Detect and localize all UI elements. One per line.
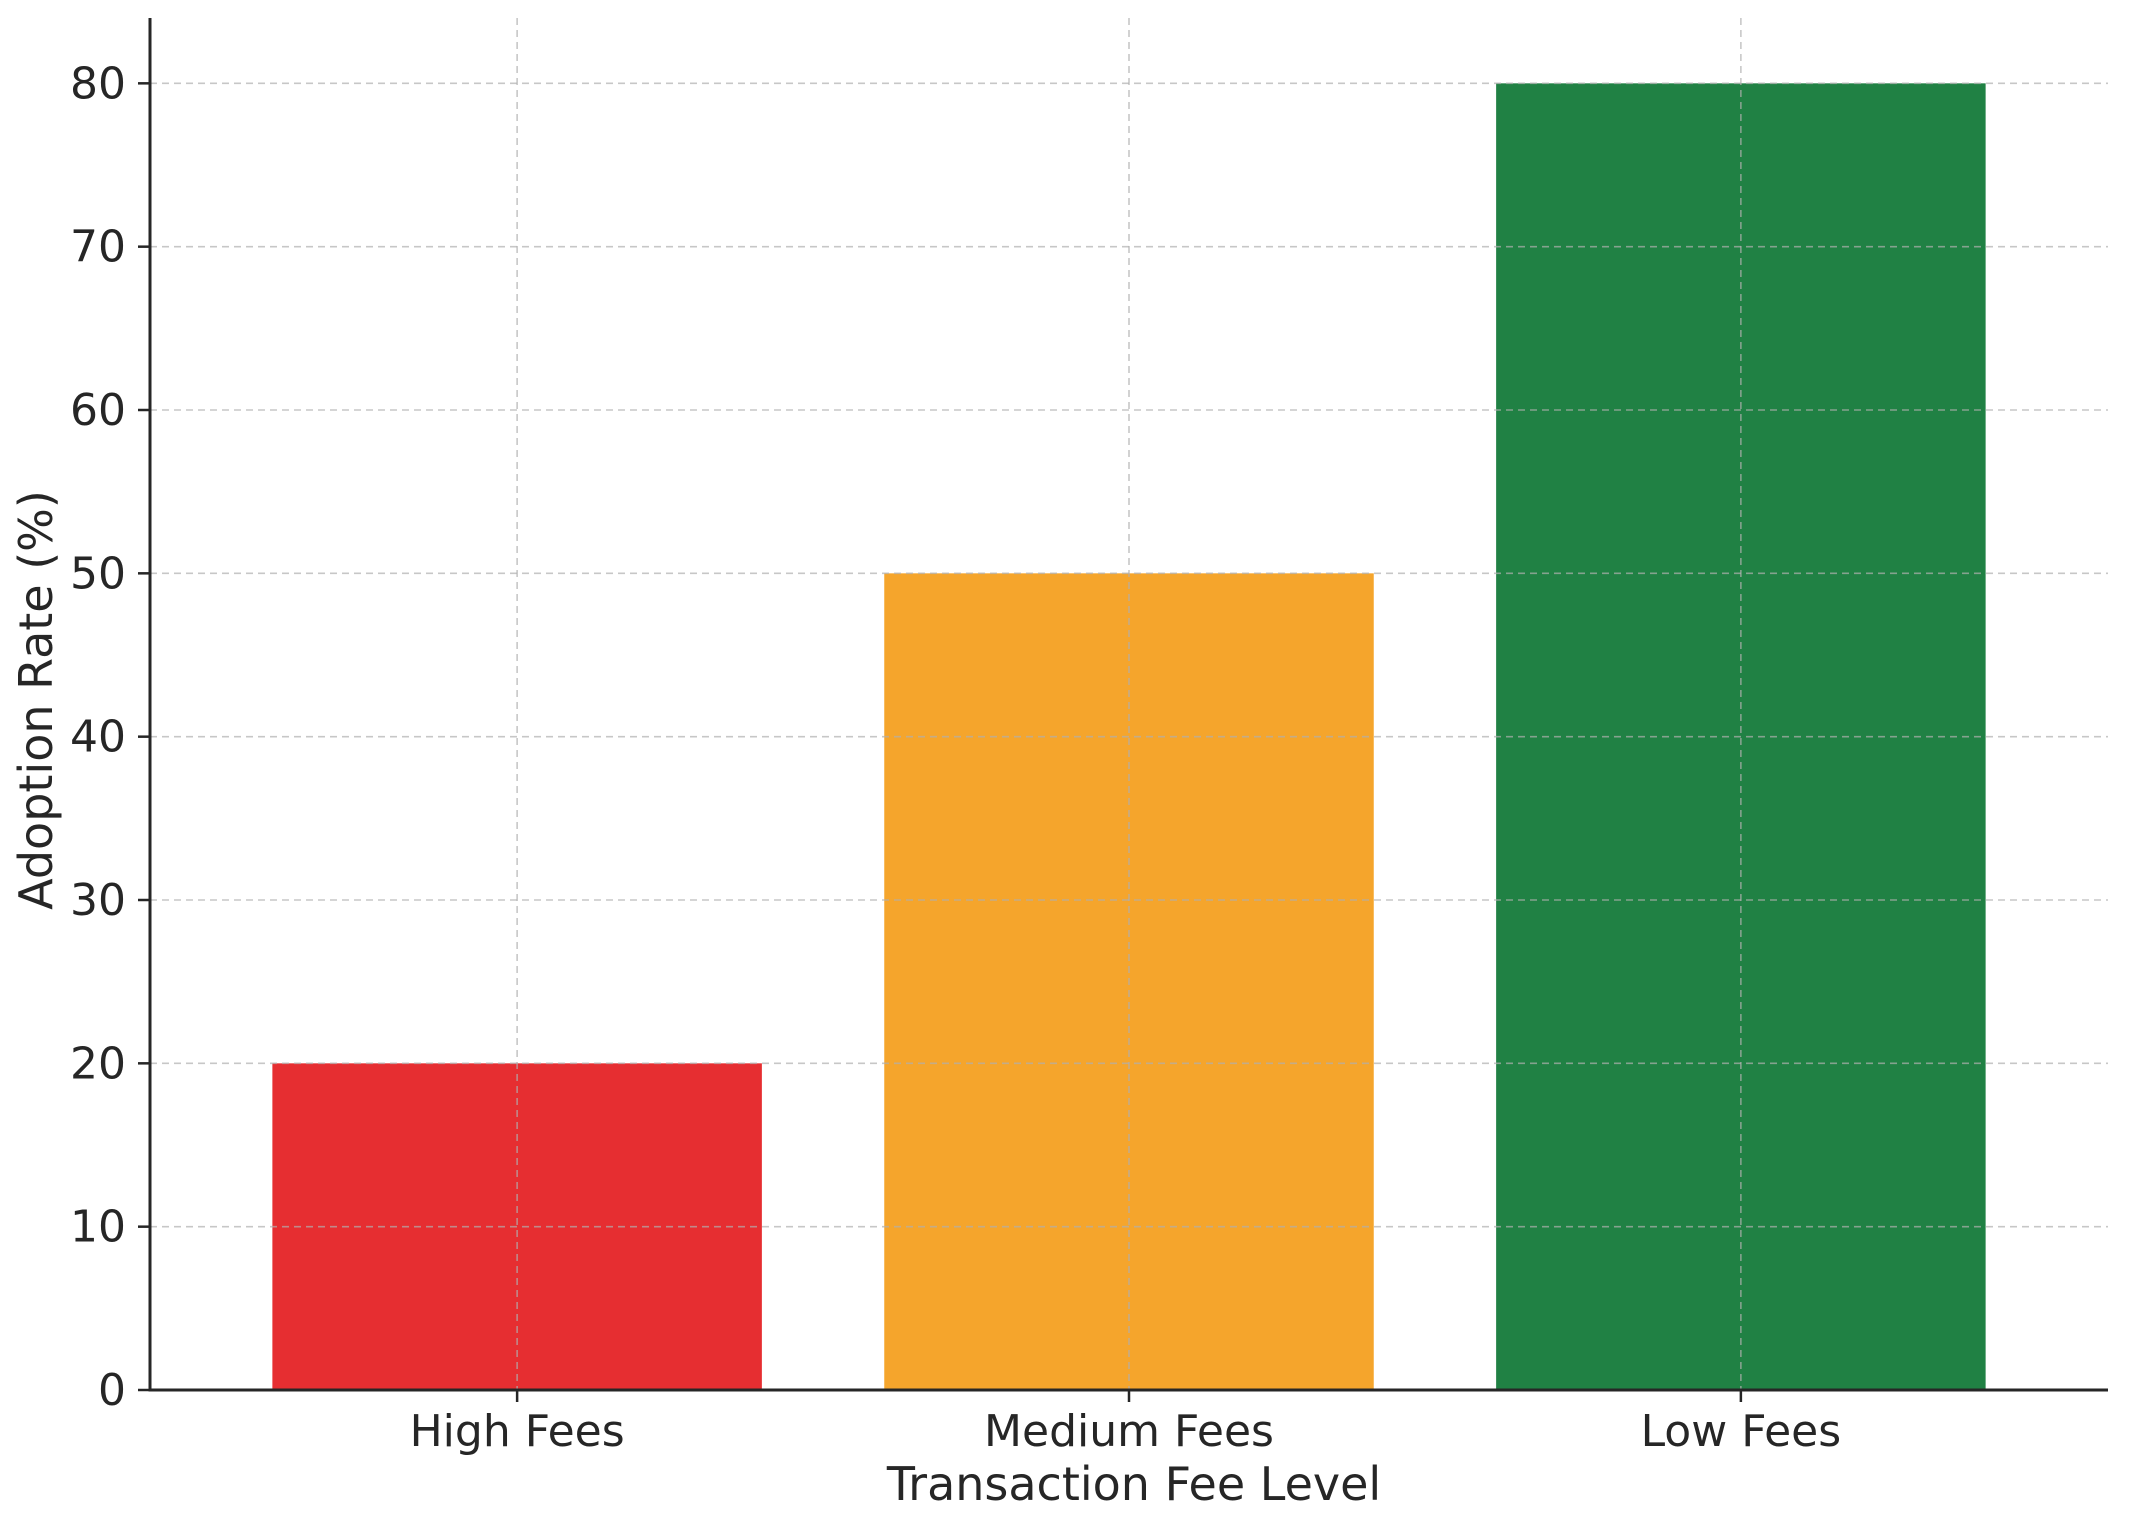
x-tick-label: Medium Fees	[984, 1406, 1274, 1457]
y-tick-label: 0	[98, 1365, 126, 1416]
grid-lines	[150, 18, 2108, 1390]
y-tick-label: 50	[70, 548, 126, 599]
y-tick-label: 80	[70, 58, 126, 109]
y-tick-label: 20	[70, 1038, 126, 1089]
y-tick-label: 30	[70, 875, 126, 926]
ticks: 0 10 20 30 40 50 60 70 80 High Fees Medium Fees Low…	[70, 58, 1841, 1457]
y-tick-label: 70	[70, 222, 126, 273]
y-tick-label: 60	[70, 385, 126, 436]
y-tick-label: 40	[70, 712, 126, 763]
y-tick-label: 10	[70, 1202, 126, 1253]
x-tick-label: High Fees	[410, 1406, 625, 1457]
y-axis-title: Adoption Rate (%)	[9, 490, 63, 910]
x-axis-title: Transaction Fee Level	[886, 1457, 1381, 1511]
x-tick-label: Low Fees	[1641, 1406, 1842, 1457]
